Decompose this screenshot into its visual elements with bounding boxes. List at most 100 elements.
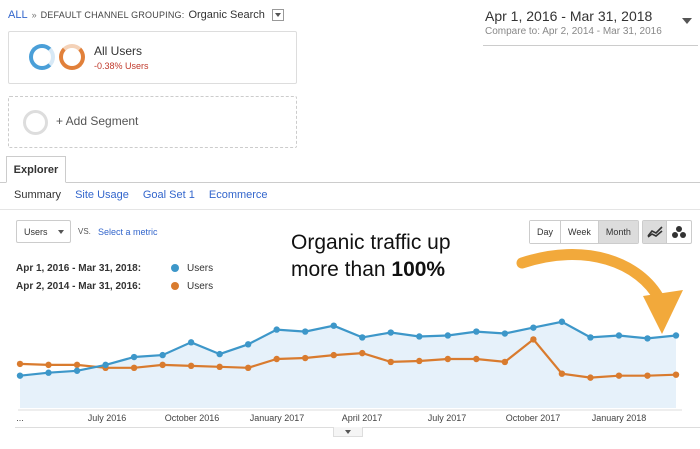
series-line-previous — [19, 337, 677, 379]
chart-type-toggle — [642, 220, 692, 244]
add-segment-button[interactable]: + Add Segment — [8, 96, 297, 148]
data-point-current[interactable] — [102, 361, 109, 369]
subtab-summary[interactable]: Summary — [14, 189, 62, 201]
data-point-current[interactable] — [444, 332, 452, 339]
data-point-previous[interactable] — [644, 372, 651, 379]
data-point-current[interactable] — [501, 330, 509, 337]
x-tick-label: July 2016 — [87, 413, 127, 423]
x-tick-label: July 2017 — [427, 413, 467, 423]
date-range-main: Apr 1, 2016 - Mar 31, 2018 — [485, 8, 653, 24]
tab-explorer[interactable]: Explorer — [6, 156, 66, 183]
segment-title: All Users — [94, 44, 143, 58]
breadcrumb-all-link[interactable]: ALL — [8, 9, 28, 21]
data-point-previous[interactable] — [672, 371, 680, 378]
legend-series: Users — [187, 280, 214, 292]
series-points-previous — [16, 336, 680, 381]
data-point-previous[interactable] — [73, 361, 81, 369]
segment-ring-previous-icon — [59, 44, 85, 70]
data-point-current[interactable] — [244, 341, 252, 348]
data-point-current[interactable] — [359, 334, 366, 341]
granularity-toggle: Day Week Month — [529, 220, 639, 244]
vs-label: VS. — [78, 227, 91, 236]
select-metric-link[interactable]: Select a metric — [98, 227, 158, 237]
data-point-current[interactable] — [130, 353, 138, 361]
data-point-current[interactable] — [273, 326, 280, 333]
data-point-previous[interactable] — [530, 336, 537, 343]
date-range-picker[interactable]: Apr 1, 2016 - Mar 31, 2018 Compare to: A… — [483, 8, 698, 46]
metric-select-value: Users — [24, 226, 48, 237]
data-point-previous[interactable] — [558, 370, 566, 377]
subtab-divider — [0, 209, 700, 210]
data-point-previous[interactable] — [387, 358, 394, 366]
data-point-current[interactable] — [330, 322, 337, 329]
data-point-previous[interactable] — [159, 361, 166, 369]
series-points-current — [16, 318, 680, 379]
data-point-previous[interactable] — [16, 360, 24, 368]
data-point-current[interactable] — [73, 367, 81, 374]
x-tick-label: October 2017 — [505, 413, 561, 423]
data-point-previous[interactable] — [473, 355, 480, 363]
annotation-line-1: Organic traffic up — [291, 231, 451, 254]
data-point-previous[interactable] — [501, 358, 509, 366]
data-point-previous[interactable] — [587, 374, 594, 381]
data-point-current[interactable] — [587, 334, 594, 341]
data-point-previous[interactable] — [615, 372, 623, 379]
data-point-current[interactable] — [530, 324, 537, 331]
data-point-current[interactable] — [16, 372, 24, 379]
data-point-current[interactable] — [473, 328, 480, 335]
line-chart-icon — [646, 226, 663, 238]
x-tick-label: January 2017 — [249, 413, 305, 423]
data-point-current[interactable] — [644, 335, 651, 342]
data-point-current[interactable] — [615, 332, 623, 339]
data-point-previous[interactable] — [187, 362, 195, 370]
data-point-previous[interactable] — [359, 349, 366, 357]
date-range-compare: Compare to: Apr 2, 2014 - Mar 31, 2016 — [485, 26, 662, 37]
metric-select[interactable]: Users — [16, 220, 71, 243]
segment-change: -0.38% Users — [94, 61, 149, 71]
segment-placeholder-icon — [23, 110, 48, 135]
legend-date: Apr 1, 2016 - Mar 31, 2018: — [16, 262, 142, 274]
chart-legend: Apr 1, 2016 - Mar 31, 2018: Users Apr 2,… — [16, 259, 213, 295]
granularity-day-button[interactable]: Day — [530, 221, 562, 243]
data-point-current[interactable] — [159, 351, 166, 359]
data-point-current[interactable] — [672, 332, 680, 339]
segment-ring-current-icon — [29, 44, 55, 70]
chart-expand-handle[interactable] — [333, 427, 363, 437]
annotation-line-2: more than 100% — [291, 256, 521, 283]
chevron-down-icon — [274, 13, 281, 17]
data-point-previous[interactable] — [244, 364, 252, 372]
chevron-down-icon — [345, 429, 351, 434]
chevron-down-icon — [682, 18, 692, 24]
subtab-site-usage[interactable]: Site Usage — [75, 189, 129, 201]
bubble-chart-icon — [672, 226, 686, 238]
legend-dot-current — [171, 264, 179, 272]
data-point-current[interactable] — [416, 333, 423, 340]
data-point-previous[interactable] — [302, 354, 309, 362]
legend-series: Users — [187, 262, 214, 274]
line-chart-button[interactable] — [643, 221, 667, 243]
data-point-current[interactable] — [45, 369, 52, 376]
data-point-current[interactable] — [216, 350, 223, 358]
grouping-dropdown-button[interactable] — [271, 9, 284, 21]
chevron-down-icon — [58, 230, 64, 234]
subtab-ecommerce[interactable]: Ecommerce — [208, 189, 268, 201]
granularity-month-button[interactable]: Month — [598, 221, 638, 243]
granularity-week-button[interactable]: Week — [561, 221, 599, 243]
data-point-previous[interactable] — [330, 351, 337, 359]
motion-chart-button[interactable] — [667, 221, 691, 243]
current-series-area — [20, 321, 676, 408]
segment-card-all-users[interactable]: All Users -0.38% Users — [8, 31, 297, 84]
data-point-current[interactable] — [558, 318, 566, 325]
breadcrumb: ALL » DEFAULT CHANNEL GROUPING: Organic … — [8, 9, 284, 21]
data-point-previous[interactable] — [273, 355, 280, 363]
data-point-previous[interactable] — [444, 355, 452, 363]
data-point-previous[interactable] — [45, 361, 52, 369]
users-line-chart — [16, 318, 682, 411]
data-point-previous[interactable] — [130, 364, 138, 372]
data-point-current[interactable] — [302, 328, 309, 335]
data-point-previous[interactable] — [216, 363, 223, 371]
data-point-current[interactable] — [387, 329, 394, 336]
data-point-previous[interactable] — [416, 357, 423, 365]
data-point-current[interactable] — [187, 339, 195, 346]
subtab-goal-set-1[interactable]: Goal Set 1 — [142, 189, 195, 201]
